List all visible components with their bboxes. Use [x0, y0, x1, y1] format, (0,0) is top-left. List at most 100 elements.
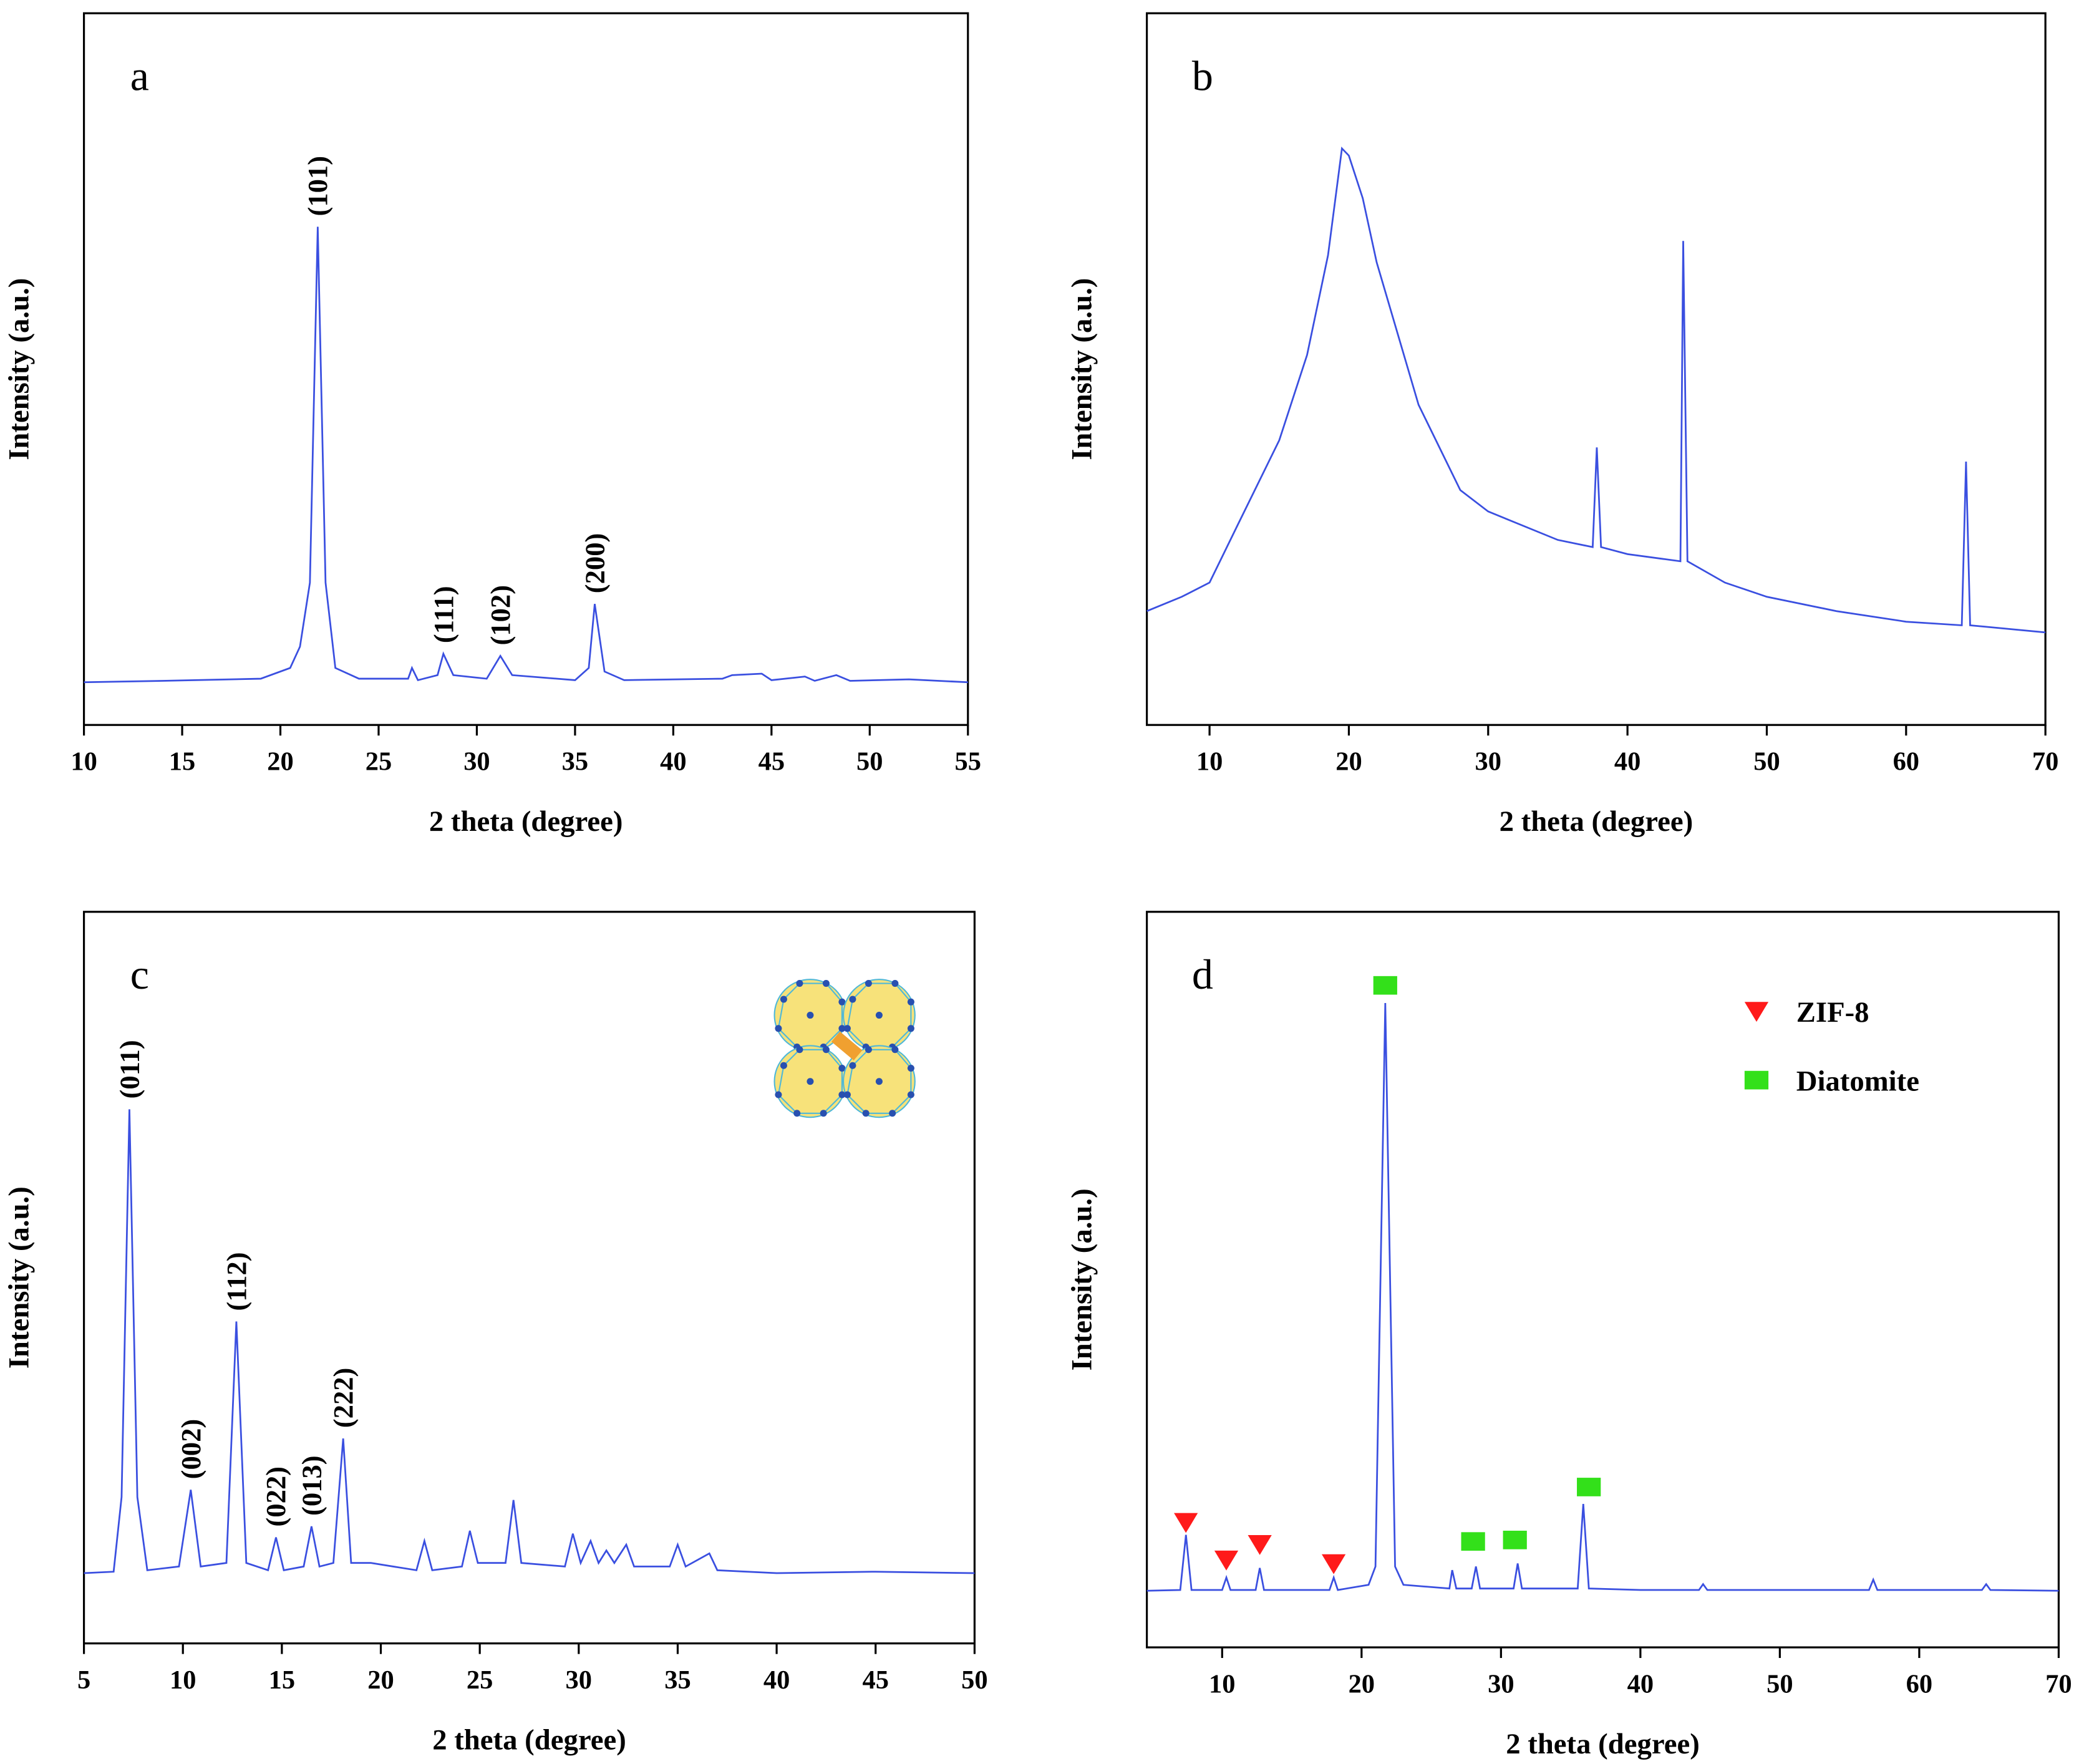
x-tick-label: 60: [1906, 1669, 1932, 1699]
peak-marker: [1503, 1530, 1527, 1549]
guest: [831, 1031, 863, 1061]
atom: [838, 1025, 846, 1032]
atom: [775, 1025, 782, 1032]
structure-inset: [773, 979, 916, 1118]
atom: [907, 1091, 914, 1098]
x-tick-label: 40: [660, 747, 686, 776]
x-tick-label: 70: [2032, 747, 2058, 776]
x-tick-label: 60: [1893, 747, 1919, 776]
peak-marker: [1174, 1513, 1198, 1533]
panel: b 10 20 30 40 50 60 70 2 theta (degree) Intensity…: [1065, 12, 2058, 838]
data-line: [1146, 1002, 2059, 1592]
x-tick-label: 15: [269, 1665, 295, 1695]
x-axis-title: 2 theta (degree): [1500, 805, 1694, 838]
x-tick-label: 40: [763, 1665, 790, 1695]
x-tick-label: 35: [562, 747, 588, 776]
x-tick-label: 25: [366, 747, 392, 776]
plot-frame: [82, 12, 969, 726]
panel: c 5 10 15 20 25 30 35 40 45 50 2 theta (degree) Inte…: [2, 911, 988, 1757]
x-tick-label: 5: [77, 1665, 90, 1695]
x-tick-label: 35: [664, 1665, 691, 1695]
atom: [838, 1064, 846, 1072]
x-tick-label: 50: [1753, 747, 1780, 776]
x-tick-label: 40: [1627, 1669, 1654, 1699]
peak-marker: [1373, 976, 1397, 995]
atom: [875, 1012, 883, 1019]
x-tick-label: 20: [367, 1665, 394, 1695]
x-tick-label: 20: [267, 747, 293, 776]
x-tick-label: 40: [1614, 747, 1640, 776]
atom: [889, 1110, 896, 1117]
x-tick-label: 45: [758, 747, 785, 776]
atom: [838, 998, 846, 1006]
peak-label: (011): [114, 1040, 145, 1098]
atom: [793, 1110, 801, 1117]
peak-marker: [1461, 1532, 1485, 1551]
peak-label: (102): [485, 585, 516, 646]
panel-letter: b: [1192, 52, 1213, 99]
atom: [796, 980, 803, 987]
x-tick-label: 10: [170, 1665, 196, 1695]
peak-marker: [1577, 1478, 1601, 1496]
x-axis-title: 2 theta (degree): [1506, 1728, 1700, 1760]
peak-label: (002): [175, 1419, 206, 1480]
x-tick-label: 10: [1196, 747, 1223, 776]
atom: [891, 980, 899, 987]
y-axis-title: Intensity (a.u.): [2, 1186, 35, 1369]
atom: [838, 1091, 846, 1098]
x-tick-label: 25: [467, 1665, 493, 1695]
atom: [849, 1062, 856, 1069]
x-tick-label: 10: [1209, 1669, 1235, 1699]
y-axis-title: Intensity (a.u.): [2, 278, 35, 460]
x-tick-label: 20: [1349, 1669, 1375, 1699]
legend-marker: [1744, 1002, 1769, 1022]
x-tick-label: 10: [70, 747, 97, 776]
atom: [822, 1046, 830, 1054]
atom: [865, 980, 872, 987]
peak-label: (022): [260, 1466, 291, 1527]
atom: [843, 1025, 851, 1032]
y-axis-title: Intensity (a.u.): [1065, 278, 1098, 460]
legend-label: Diatomite: [1796, 1065, 1919, 1098]
x-tick-label: 70: [2045, 1669, 2072, 1699]
panel: a 10 15 20 25 30 35 40 45 50 55 2 theta (degree) Int…: [2, 12, 981, 838]
panel: d 10 20 30 40 50 60 70 2 theta (degree) Intensity…: [1065, 911, 2072, 1760]
y-axis-title: Intensity (a.u.): [1065, 1188, 1098, 1370]
plot-frame: [1146, 12, 2047, 726]
peak-label: (222): [327, 1368, 359, 1428]
peak-marker: [1248, 1535, 1272, 1555]
x-tick-label: 50: [961, 1665, 987, 1695]
x-tick-label: 15: [169, 747, 195, 776]
plot-frame: [82, 911, 976, 1645]
peak-label: (112): [221, 1252, 252, 1311]
x-tick-label: 30: [463, 747, 490, 776]
x-tick-label: 30: [566, 1665, 592, 1695]
x-tick-label: 30: [1488, 1669, 1514, 1699]
legend-label: ZIF-8: [1796, 996, 1869, 1029]
peak-marker: [1321, 1554, 1346, 1574]
data-line: [84, 226, 968, 684]
atom: [891, 1046, 899, 1054]
x-tick-label: 50: [856, 747, 883, 776]
atom: [849, 996, 856, 1003]
data-line: [1146, 146, 2046, 634]
atom: [780, 996, 787, 1003]
atom: [780, 1062, 787, 1069]
x-axis-title: 2 theta (degree): [429, 805, 623, 838]
atom: [875, 1078, 883, 1085]
atom: [822, 980, 830, 987]
x-tick-label: 55: [955, 747, 981, 776]
peak-label: (111): [428, 586, 459, 643]
atom: [907, 1025, 914, 1032]
plot-frame: [1146, 911, 2060, 1649]
peak-marker: [1214, 1550, 1239, 1571]
atom: [907, 1064, 914, 1072]
atom: [843, 1091, 851, 1098]
x-tick-label: 50: [1766, 1669, 1793, 1699]
atom: [807, 1012, 814, 1019]
atom: [865, 1046, 872, 1054]
atom: [775, 1091, 782, 1098]
legend-marker: [1744, 1070, 1769, 1090]
